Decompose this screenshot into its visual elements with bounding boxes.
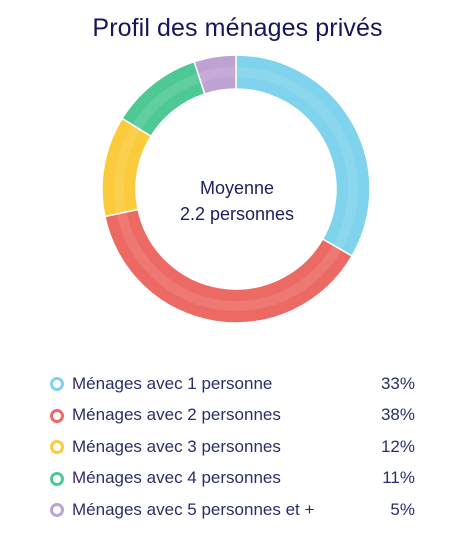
legend-item-2[interactable]: Ménages avec 2 personnes 38% <box>50 400 425 432</box>
legend-label: Ménages avec 1 personne <box>72 373 273 393</box>
legend-marker-icon <box>50 408 64 423</box>
chart-title: Profil des ménages privés <box>92 14 383 42</box>
legend-marker-icon <box>50 440 64 455</box>
legend-label: Ménages avec 3 personnes <box>72 436 281 456</box>
legend-value: 33% <box>380 373 415 393</box>
center-label-average: Moyenne <box>199 178 275 198</box>
donut-chart <box>101 54 371 324</box>
legend-label: Ménages avec 5 personnes et + <box>72 499 315 519</box>
legend-value: 12% <box>380 436 415 456</box>
donut-highlight <box>114 67 358 311</box>
legend-marker-icon <box>50 503 64 518</box>
legend-marker-icon <box>50 471 64 486</box>
legend-item-1[interactable]: Ménages avec 1 personne 33% <box>50 368 425 400</box>
legend-value: 11% <box>382 468 415 488</box>
legend-item-3[interactable]: Ménages avec 3 personnes 12% <box>50 431 425 463</box>
legend-label: Ménages avec 4 personnes <box>72 468 281 488</box>
center-label-value: 2.2 personnes <box>179 204 295 224</box>
legend-value: 5% <box>390 499 415 519</box>
donut-segments <box>101 54 371 324</box>
legend-value: 38% <box>380 405 415 425</box>
legend-item-5[interactable]: Ménages avec 5 personnes et + 5% <box>50 494 425 526</box>
legend-marker-icon <box>50 377 64 392</box>
legend-item-4[interactable]: Ménages avec 4 personnes 11% <box>50 463 425 495</box>
legend: Ménages avec 1 personne 33% Ménages avec… <box>50 368 425 526</box>
legend-label: Ménages avec 2 personnes <box>72 405 281 425</box>
donut-segment-5[interactable] <box>193 54 237 95</box>
donut-segment-2[interactable] <box>103 208 354 324</box>
